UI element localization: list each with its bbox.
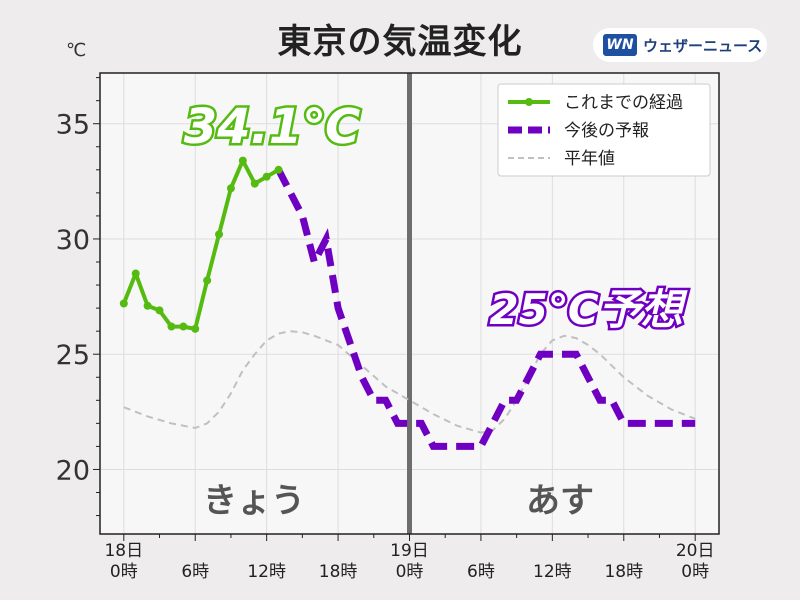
y-tick-label: 20 (56, 455, 90, 486)
observed-point (179, 322, 188, 331)
series-forecast-line (275, 168, 696, 450)
observed-point (215, 230, 224, 239)
x-tick-label: 6時 (181, 562, 209, 582)
observed-point (131, 269, 140, 278)
x-tick-label: 0時 (681, 562, 709, 582)
legend-label: 平年値 (564, 149, 615, 169)
y-tick-label: 30 (56, 225, 90, 256)
observed-point (274, 165, 283, 174)
observed-point (119, 299, 128, 308)
x-tick-label: 18日 (104, 541, 143, 561)
x-tick-label: 12時 (533, 562, 572, 582)
observed-point (167, 322, 176, 331)
legend-label: 今後の予報 (564, 121, 649, 141)
observed-point (250, 179, 259, 188)
brand-badge: WN ウェザーニュース (593, 28, 767, 62)
x-tick-label: 20日 (676, 541, 715, 561)
legend-marker (525, 98, 533, 106)
legend-box (497, 83, 711, 177)
x-tick-label: 18時 (604, 562, 643, 582)
x-tick-label: 0時 (396, 562, 424, 582)
observed-point (143, 301, 152, 310)
day-label-tomorrow: あす (526, 481, 594, 521)
x-tick-label: 18時 (319, 562, 358, 582)
day-label-today: きょう (203, 481, 305, 521)
x-tick-label: 0時 (110, 562, 138, 582)
y-tick-label: 35 (56, 110, 90, 141)
y-tick-label: 25 (56, 340, 90, 371)
brand-name: ウェザーニュース (643, 36, 763, 55)
brand-logo-icon: WN (603, 34, 637, 56)
x-tick-label: 19日 (390, 541, 429, 561)
observed-point (238, 156, 247, 165)
observed-point (262, 172, 271, 181)
observed-point (203, 276, 212, 285)
y-unit-label: ℃ (66, 40, 87, 61)
chart-title: 東京の気温変化 (277, 22, 523, 62)
max-temp-tomorrow-label: 25℃予想 (489, 285, 688, 334)
x-tick-label: 12時 (247, 562, 286, 582)
series-layer (119, 156, 696, 450)
series-normal-line (123, 330, 696, 434)
observed-point (191, 324, 200, 333)
observed-point (226, 184, 235, 193)
observed-point (155, 306, 164, 315)
annotations: 34.1℃ 25℃予想 きょう あす (181, 97, 691, 522)
legend-label: これまでの経過 (564, 93, 683, 113)
x-tick-label: 6時 (467, 562, 495, 582)
max-temp-today-label: 34.1℃ (184, 99, 361, 155)
